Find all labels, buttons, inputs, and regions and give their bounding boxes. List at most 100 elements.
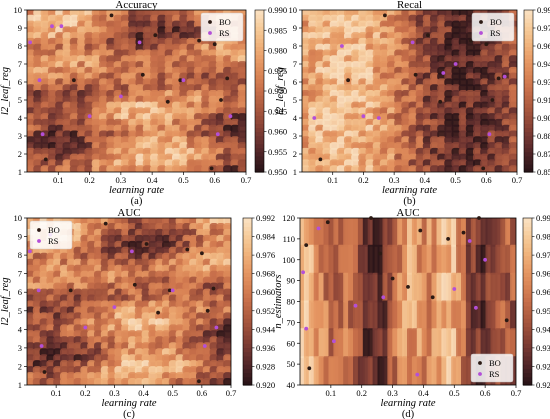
heatmap-cell xyxy=(175,366,185,375)
heatmap-cell xyxy=(33,61,43,69)
heatmap-cell xyxy=(148,330,158,339)
heatmap-cell xyxy=(141,348,151,357)
heatmap-cell xyxy=(175,336,185,345)
heatmap-cell xyxy=(107,228,117,237)
heatmap-cell xyxy=(66,354,76,363)
heatmap-cell xyxy=(387,61,397,69)
heatmap-cell xyxy=(408,118,418,127)
heatmap-cell xyxy=(172,165,182,172)
heatmap-cell xyxy=(69,43,80,52)
heatmap-cell xyxy=(336,153,346,162)
colorbar-step xyxy=(523,263,532,269)
heatmap-cell xyxy=(379,72,389,81)
colorbar-step xyxy=(524,147,533,153)
heatmap-cell xyxy=(128,142,138,150)
heatmap-cell xyxy=(336,90,346,98)
heatmap-cell xyxy=(40,159,50,168)
point-rs xyxy=(202,344,207,348)
x-tick-label: 0.5 xyxy=(167,388,178,398)
heatmap-cell xyxy=(107,264,117,273)
heatmap-cell xyxy=(164,130,174,139)
heatmap-cell xyxy=(80,360,90,369)
heatmap-cell xyxy=(87,282,96,291)
heatmap-cell xyxy=(208,84,218,92)
colorbar-tick-label: 0.915 xyxy=(537,95,550,105)
heatmap-cell xyxy=(142,153,153,162)
heatmap-cell xyxy=(62,136,72,145)
heatmap-cell xyxy=(39,312,49,321)
heatmap-cell xyxy=(141,366,151,375)
heatmap-cell xyxy=(358,153,368,162)
colorbar-step xyxy=(523,238,532,244)
heatmap-cell xyxy=(465,49,475,58)
heatmap-cell xyxy=(113,130,123,139)
heatmap-cell xyxy=(32,264,42,273)
heatmap-cell xyxy=(148,246,158,255)
point-bo xyxy=(197,379,201,384)
point-bo xyxy=(167,288,172,293)
heatmap-cell xyxy=(458,78,468,87)
heatmap-cell xyxy=(120,20,131,29)
heatmap-cell xyxy=(308,136,318,145)
heatmap-cell xyxy=(216,372,226,381)
heatmap-cell xyxy=(120,159,131,168)
heatmap-cell xyxy=(100,348,110,357)
point-rs xyxy=(137,40,142,45)
heatmap-cell xyxy=(458,159,468,168)
heatmap-cell xyxy=(186,72,196,81)
heatmap-cell xyxy=(46,336,56,345)
heatmap-cell xyxy=(308,49,318,58)
colorbar-tick-label: 0.965 xyxy=(268,106,287,116)
heatmap-cell xyxy=(201,78,211,87)
colorbar-step xyxy=(255,58,264,64)
heatmap-cell xyxy=(202,270,212,279)
heatmap-cell xyxy=(162,348,171,357)
colorbar-step xyxy=(255,103,264,108)
heatmap-cell xyxy=(179,90,189,98)
heatmap-cell xyxy=(480,78,490,87)
heatmap-cell xyxy=(430,142,440,150)
heatmap-cell xyxy=(322,165,332,172)
y-tick-label: 7 xyxy=(293,59,297,69)
heatmap-cell xyxy=(501,136,511,145)
heatmap-cell xyxy=(120,136,131,145)
chart-title: AUC xyxy=(396,207,419,219)
heatmap-cell xyxy=(179,136,189,145)
colorbar-step xyxy=(523,330,532,336)
heatmap-cell xyxy=(358,90,368,98)
heatmap-cell xyxy=(182,234,192,243)
heatmap-cell xyxy=(80,342,90,351)
point-rs xyxy=(467,239,472,243)
colorbar-step xyxy=(523,305,532,311)
colorbar-tick-label: 0.984 xyxy=(536,232,550,242)
heatmap-cell xyxy=(387,14,397,23)
point-rs xyxy=(50,24,54,29)
heatmap-cell xyxy=(494,49,504,58)
heatmap-cell xyxy=(365,14,375,23)
heatmap-cell xyxy=(100,378,110,385)
heatmap-cell xyxy=(182,240,192,249)
heatmap-cell xyxy=(172,55,182,64)
heatmap-cell xyxy=(87,348,96,357)
colorbar-step xyxy=(255,123,264,129)
heatmap-cell xyxy=(189,258,198,267)
heatmap-cell xyxy=(55,101,65,110)
heatmap-cell xyxy=(128,318,137,327)
heatmap-cell xyxy=(62,118,72,127)
heatmap-cell xyxy=(193,124,204,133)
heatmap-cell xyxy=(473,153,483,162)
heatmap-cell xyxy=(208,55,218,64)
legend-label-bo: BO xyxy=(490,17,502,27)
heatmap-cell xyxy=(444,153,454,162)
heatmap-cell xyxy=(480,130,490,139)
colorbar-frame xyxy=(242,217,253,386)
heatmap-cell xyxy=(155,372,164,381)
heatmap-cell xyxy=(121,252,130,261)
heatmap-cell xyxy=(473,101,483,110)
heatmap-cell xyxy=(47,61,58,69)
heatmap-cell xyxy=(73,348,83,357)
heatmap-cell xyxy=(372,165,382,172)
heatmap-cell xyxy=(69,37,80,46)
heatmap-cell xyxy=(230,95,240,104)
